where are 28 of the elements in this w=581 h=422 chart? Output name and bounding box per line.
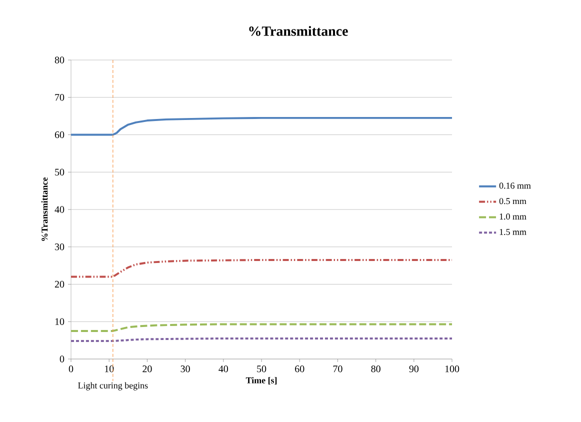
- x-tick-label: 10: [105, 366, 114, 372]
- legend-label: 1.5 mm: [500, 228, 526, 236]
- x-tick-label: 50: [257, 366, 266, 372]
- legend-label: 0.5 mm: [499, 198, 526, 204]
- y-tick-label: 20: [54, 280, 64, 288]
- x-tick-label: 30: [180, 366, 190, 372]
- y-tick-label: 70: [55, 94, 64, 101]
- x-axis-title: Time [s]: [246, 377, 277, 385]
- y-tick-label: 30: [55, 244, 64, 250]
- x-tick-label: 80: [371, 366, 380, 372]
- y-tick-label: 50: [55, 168, 64, 176]
- y-tick-label: 10: [55, 318, 64, 325]
- y-tick-label: 60: [54, 131, 64, 138]
- legend-label: 1.0 mm: [500, 214, 526, 220]
- y-axis-title: %Transmittance: [41, 177, 48, 241]
- ref-line-label: Light curing begins: [78, 382, 148, 390]
- x-tick-label: 20: [142, 366, 152, 372]
- y-tick-label: 80: [54, 56, 64, 64]
- y-tick-label: 40: [54, 206, 64, 213]
- chart-title: %Transmittance: [249, 26, 348, 36]
- x-tick-label: 90: [409, 366, 419, 372]
- x-tick-label: 100: [445, 366, 460, 372]
- y-tick-label: 0: [60, 356, 64, 362]
- x-tick-label: 40: [218, 366, 228, 372]
- x-tick-label: 70: [333, 366, 342, 372]
- x-tick-label: 60: [295, 366, 304, 372]
- legend-label: 0.16 mm: [499, 182, 531, 189]
- x-tick-label: 0: [68, 366, 74, 372]
